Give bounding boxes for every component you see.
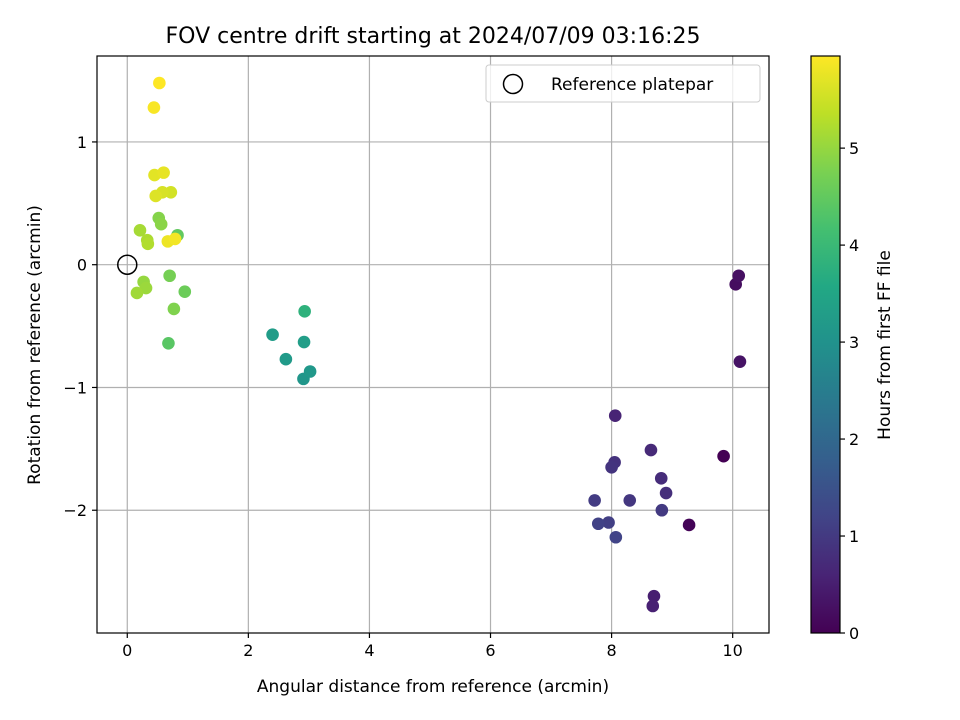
data-point: [149, 189, 163, 203]
data-point: [591, 517, 605, 531]
data-point: [644, 443, 658, 457]
legend-label: Reference platepar: [551, 75, 713, 95]
data-point: [178, 285, 192, 299]
colorbar-tick-label: 1: [849, 527, 859, 546]
data-point: [303, 365, 317, 378]
data-point: [298, 305, 311, 318]
data-point: [147, 101, 161, 114]
colorbar-tick-label: 0: [849, 624, 859, 643]
colorbar-tick-label: 3: [849, 333, 859, 352]
data-point: [682, 518, 696, 532]
data-points: [117, 76, 747, 613]
y-axis-label: Rotation from reference (arcmin): [25, 205, 45, 485]
colorbar-tick-label: 5: [849, 139, 859, 158]
grid: [97, 56, 769, 633]
data-point: [167, 302, 181, 316]
colorbar-gradient: [811, 56, 840, 633]
data-point: [646, 599, 660, 613]
x-axis-ticks: 0 2 4 6 8 10: [122, 633, 743, 660]
colorbar-tick-label: 2: [849, 430, 859, 449]
legend-reference-marker: [502, 73, 524, 95]
data-point: [608, 409, 622, 423]
data-point: [279, 352, 293, 366]
data-point: [153, 76, 166, 90]
y-tick-label: 1: [77, 133, 87, 152]
x-tick-label: 8: [607, 641, 617, 660]
data-point: [162, 336, 175, 350]
data-point: [297, 335, 311, 349]
data-point: [157, 166, 170, 179]
data-point: [647, 589, 661, 603]
x-tick-label: 0: [122, 641, 132, 660]
x-tick-label: 6: [485, 641, 495, 660]
data-point: [141, 237, 155, 251]
legend: Reference platepar: [485, 64, 761, 103]
data-point: [266, 328, 279, 341]
data-point: [154, 217, 168, 231]
y-tick-label: −2: [63, 501, 87, 520]
data-point: [588, 494, 601, 507]
plot-frame: [96, 55, 770, 634]
x-tick-label: 4: [364, 641, 374, 660]
data-point: [168, 232, 182, 246]
data-point: [659, 486, 673, 500]
data-point: [655, 503, 669, 517]
x-tick-label: 2: [243, 641, 253, 660]
y-axis-ticks: −2 −1 0 1: [63, 133, 97, 520]
reference-marker: [117, 254, 138, 275]
data-point: [130, 286, 144, 300]
data-point: [654, 472, 668, 485]
x-axis-label: Angular distance from reference (arcmin): [257, 677, 609, 697]
data-point: [163, 269, 176, 283]
colorbar-ticks: 0 1 2 3 4 5: [840, 139, 859, 643]
data-point: [623, 494, 637, 507]
data-point: [602, 516, 615, 529]
colorbar-label: Hours from first FF file: [875, 250, 895, 440]
data-point: [733, 355, 747, 368]
y-tick-label: 0: [77, 256, 87, 275]
data-point: [605, 460, 618, 474]
data-point: [717, 449, 730, 463]
colorbar-tick-label: 4: [849, 236, 859, 255]
colorbar-frame: [810, 55, 841, 634]
y-tick-label: −1: [63, 378, 87, 397]
data-point: [609, 530, 623, 544]
legend-box: [485, 64, 761, 103]
x-tick-label: 10: [722, 641, 742, 660]
data-point: [133, 224, 147, 237]
data-point: [732, 269, 746, 283]
colorbar: 0 1 2 3 4 5 Hours from first FF file: [810, 55, 895, 643]
chart-title: FOV centre drift starting at 2024/07/09 …: [166, 24, 701, 49]
